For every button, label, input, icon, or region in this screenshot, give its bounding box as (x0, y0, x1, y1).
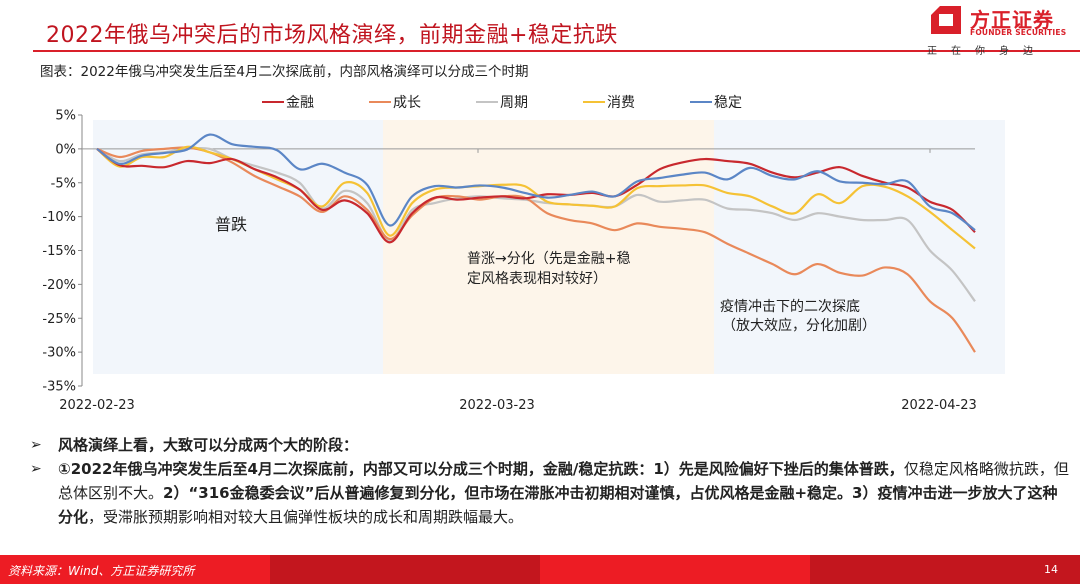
data-source: 资料来源：Wind、方正证券研究所 (8, 564, 195, 578)
y-tick-label: 5% (55, 109, 76, 124)
y-tick-label: -25% (42, 312, 76, 327)
y-tick-label: 0% (55, 142, 76, 157)
bullet-2: ➢ ①2022年俄乌冲突发生后至4月二次探底前，内部又可以分成三个时期，金融/稳… (30, 457, 1070, 529)
annotation-period3-line2: （放大效应，分化加剧） (722, 318, 876, 334)
legend-swatch (476, 100, 498, 104)
arrow-bullet-icon: ➢ (30, 437, 42, 453)
legend-swatch (369, 100, 391, 104)
title-divider (33, 50, 1080, 52)
annotation-period3-line1: 疫情冲击下的二次探底 (720, 299, 860, 315)
period-shade (714, 120, 1005, 374)
y-tick-label: -35% (42, 380, 76, 395)
page-number: 14 (1044, 563, 1058, 576)
y-tick-label: -30% (42, 346, 76, 361)
chart-legend: 金融 成长 周期 消费 稳定 (0, 92, 1080, 114)
logo-name-cn: 方正证券 (970, 8, 1054, 32)
y-tick-label: -10% (42, 210, 76, 225)
footer-segment (270, 555, 540, 584)
legend-item-finance: 金融 (262, 92, 314, 112)
company-logo: 方正证券 FOUNDER SECURITIES 正在你身边 (927, 4, 1070, 60)
x-tick-label: 2022-04-23 (901, 398, 977, 413)
annotation-period1: 普跌 (215, 215, 248, 234)
footer-segment (0, 555, 270, 584)
commentary: ➢ 风格演绎上看，大致可以分成两个大的阶段： ➢ ①2022年俄乌冲突发生后至4… (30, 433, 1070, 529)
page-title: 2022年俄乌冲突后的市场风格演绎，前期金融+稳定抗跌 (46, 23, 618, 48)
line-chart: 5% 0% -5% -10% -15% -20% -25% -30% -35% 2022-02-2… (42, 109, 1005, 413)
annotation-period2-line1: 普涨→分化（先是金融+稳 (467, 251, 631, 267)
chart-caption: 图表：2022年俄乌冲突发生后至4月二次探底前，内部风格演绎可以分成三个时期 (40, 64, 529, 80)
footer-segment (540, 555, 810, 584)
annotation-period2-line2: 定风格表现相对较好） (467, 271, 607, 287)
legend-swatch (262, 100, 284, 104)
legend-item-consumer: 消费 (583, 92, 635, 112)
legend-item-cyclical: 周期 (476, 92, 528, 112)
footer-segment (810, 555, 1080, 584)
legend-swatch (690, 100, 712, 104)
period-shade (383, 120, 714, 374)
logo-mark-icon (931, 6, 961, 34)
series-line (96, 146, 976, 353)
series-line (96, 133, 976, 232)
legend-item-growth: 成长 (369, 92, 421, 112)
legend-item-stable: 稳定 (690, 92, 742, 112)
legend-swatch (583, 100, 605, 104)
logo-slogan: 正在你身边 (927, 46, 1047, 57)
logo-name-en: FOUNDER SECURITIES (970, 28, 1067, 37)
y-tick-label: -15% (42, 244, 76, 259)
x-tick-label: 2022-02-23 (59, 398, 135, 413)
y-tick-label: -5% (51, 176, 76, 191)
footer-bar (0, 555, 1080, 584)
arrow-bullet-icon: ➢ (30, 461, 42, 477)
x-tick-label: 2022-03-23 (459, 398, 535, 413)
bullet-1: ➢ 风格演绎上看，大致可以分成两个大的阶段： (30, 433, 1070, 457)
y-tick-label: -20% (42, 278, 76, 293)
